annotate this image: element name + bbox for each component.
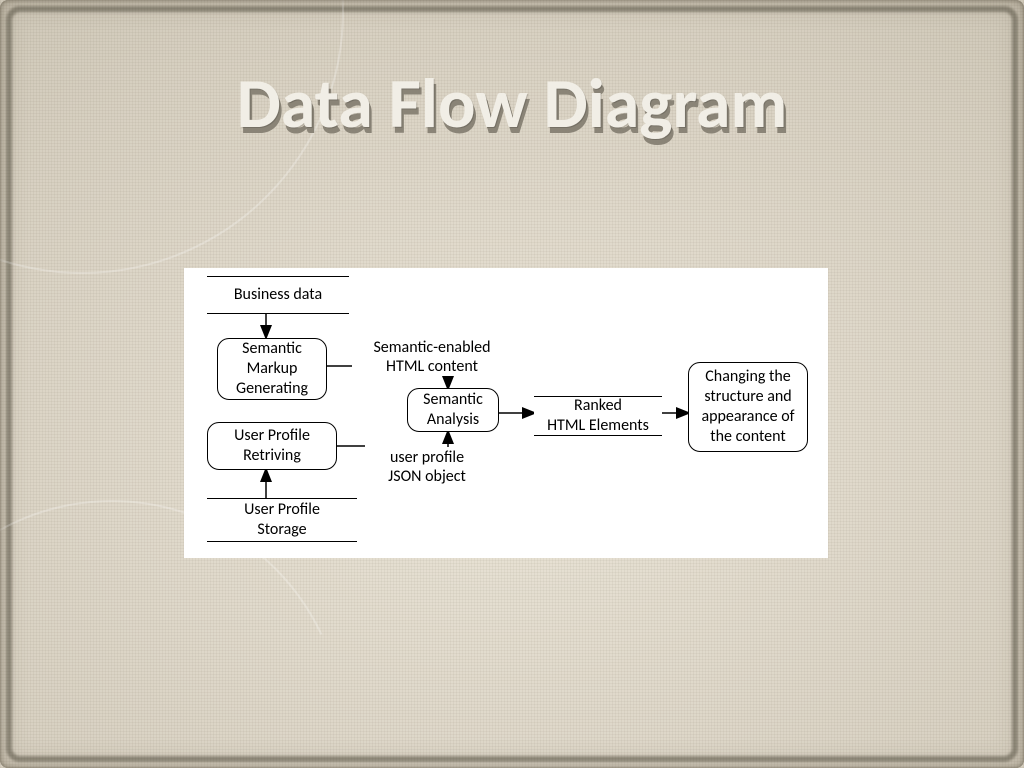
node-sa: SemanticAnalysis bbox=[407, 388, 499, 432]
node-ups: User ProfileStorage bbox=[207, 498, 357, 542]
page-title: Data Flow Diagram Data Flow Diagram bbox=[0, 60, 1024, 146]
label-lbl_html: Semantic-enabledHTML content bbox=[352, 338, 512, 378]
node-upr: User ProfileRetriving bbox=[207, 422, 337, 470]
title-front: Data Flow Diagram bbox=[0, 60, 1024, 146]
node-ranked: RankedHTML Elements bbox=[534, 396, 662, 436]
node-business_data: Business data bbox=[207, 276, 349, 314]
label-lbl_json: user profileJSON object bbox=[362, 448, 492, 488]
node-change: Changing thestructure andappearance ofth… bbox=[688, 362, 808, 452]
node-smg: SemanticMarkupGenerating bbox=[217, 338, 327, 400]
